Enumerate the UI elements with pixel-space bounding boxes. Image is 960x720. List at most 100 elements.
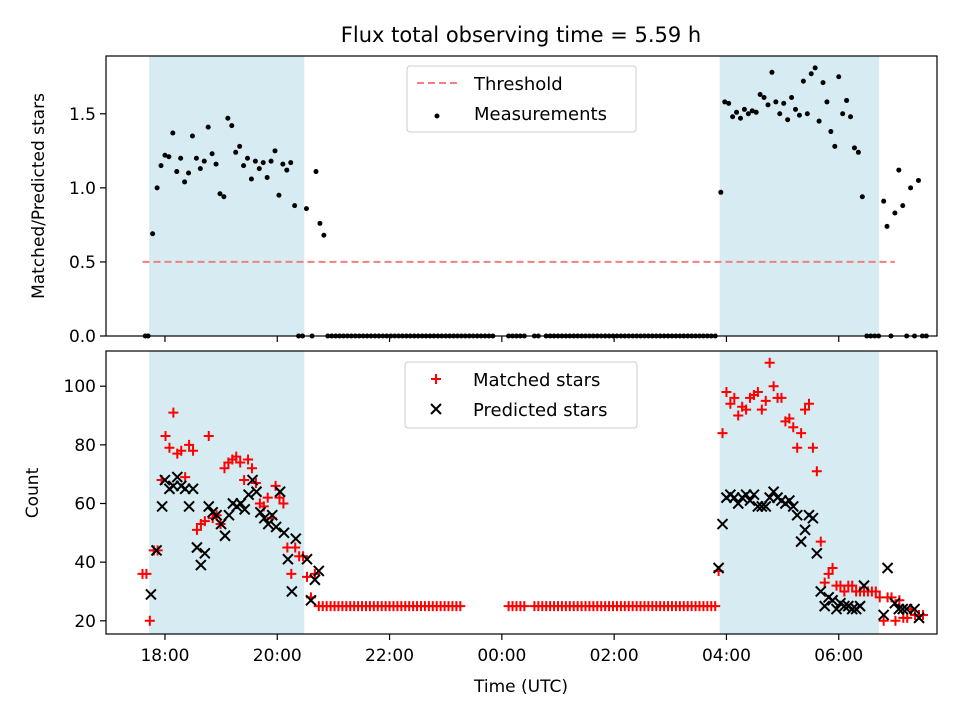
measurement-point [828,129,834,135]
measurement-point [256,166,262,172]
predicted-star-point [807,512,819,524]
measurement-point [280,161,286,167]
matched-star-point [270,480,281,491]
measurement-point [781,100,787,106]
matched-star-point [784,413,795,424]
matched-star-point [776,392,787,403]
measurement-point [317,220,323,226]
legend-predicted-swatch [430,403,442,415]
measurement-point [812,65,818,71]
matched-star-point [807,442,818,453]
measurement-point [765,102,771,108]
legend-predicted-label: Predicted stars [473,400,607,421]
matched-star-point [768,381,779,392]
measurement-point [241,163,247,169]
top-ytick-label: 0.0 [69,327,96,347]
measurement-point [272,148,278,154]
predicted-star-point [290,532,302,545]
predicted-star-point [313,565,325,577]
measurement-point [201,158,207,164]
predicted-star-point [171,471,184,483]
measurement-point [730,114,736,120]
measurement-point [881,198,887,204]
measurement-point [753,109,759,115]
bottom-axes: 20 40 60 80 100 18:00 20:00 22:00 00:00 02:00 04:0… [23,350,938,697]
bottom-xtick-label: 02:00 [590,646,639,666]
figure-title: Flux total observing time = 5.59 h [341,23,701,47]
predicted-star-point [242,488,255,501]
matched-star-point [894,595,905,606]
bottom-ytick-label: 80 [74,436,96,456]
measurement-point [217,191,223,197]
matched-star-point [278,498,289,509]
matched-star-point [219,463,230,474]
measurement-point [734,109,740,115]
predicted-star-point [210,509,223,521]
predicted-star-point [183,500,195,513]
measurement-point [915,177,921,183]
predicted-star-point [238,503,251,516]
measurement-point [737,115,743,121]
measurement-point [718,189,724,195]
matched-star-point [741,404,752,415]
predicted-star-point [187,483,199,495]
bottom-ytick-label: 40 [74,553,96,573]
predicted-star-point [282,553,294,565]
measurement-point [848,114,854,120]
measurement-point [237,143,243,149]
top-axes: 0.0 0.5 1.0 1.5 Matched/Predicted stars Thr… [29,55,938,347]
measurement-point [836,74,842,80]
bottom-ylabel: Count [23,467,43,518]
predicted-star-point [830,603,843,615]
measurement-point [229,123,235,129]
measurement-point [225,115,231,121]
measurement-point [820,80,826,86]
matched-star-point [191,524,202,535]
measurement-point [248,176,254,182]
matched-star-point [160,431,171,442]
measurement-point [321,232,327,238]
bottom-xtick-label: 22:00 [365,646,414,666]
predicted-star-point [219,530,231,542]
measurement-point [303,206,309,212]
matched-star-point [760,395,771,406]
measurement-point [816,118,822,124]
measurement-point [276,192,282,198]
matched-star-point [180,472,191,483]
measurement-point [186,170,192,176]
measurement-point [197,166,203,172]
predicted-star-point [716,518,729,530]
predicted-star-point [913,612,925,624]
measurement-point [896,167,902,173]
measurement-point [252,158,258,164]
predicted-star-point [145,588,157,601]
matched-star-point [725,398,736,409]
matched-star-point [823,568,834,579]
measurement-point [769,69,775,75]
matched-star-point [286,568,297,579]
matched-star-point [764,357,775,368]
predicted-star-point [250,486,263,498]
matched-star-point [717,428,728,439]
measurement-point [170,130,176,136]
matched-star-point [184,439,195,450]
predicted-star-point [760,500,772,513]
measurement-point [741,106,747,112]
matched-star-point [827,563,838,574]
top-axes-frame [105,55,938,337]
measurement-point [244,155,250,161]
measurement-point [840,111,846,117]
matched-star-point [803,398,814,409]
measurement-point [288,160,294,166]
matched-star-point [788,422,799,433]
matched-star-point [756,404,767,415]
measurement-point [205,124,211,130]
predicted-star-point [799,524,811,536]
predicted-star-point [266,509,278,521]
measurement-point [808,71,814,77]
top-ytick-label: 0.5 [69,253,96,273]
matched-star-point [733,410,744,421]
matched-star-point [239,475,250,486]
measurement-point [178,155,184,161]
